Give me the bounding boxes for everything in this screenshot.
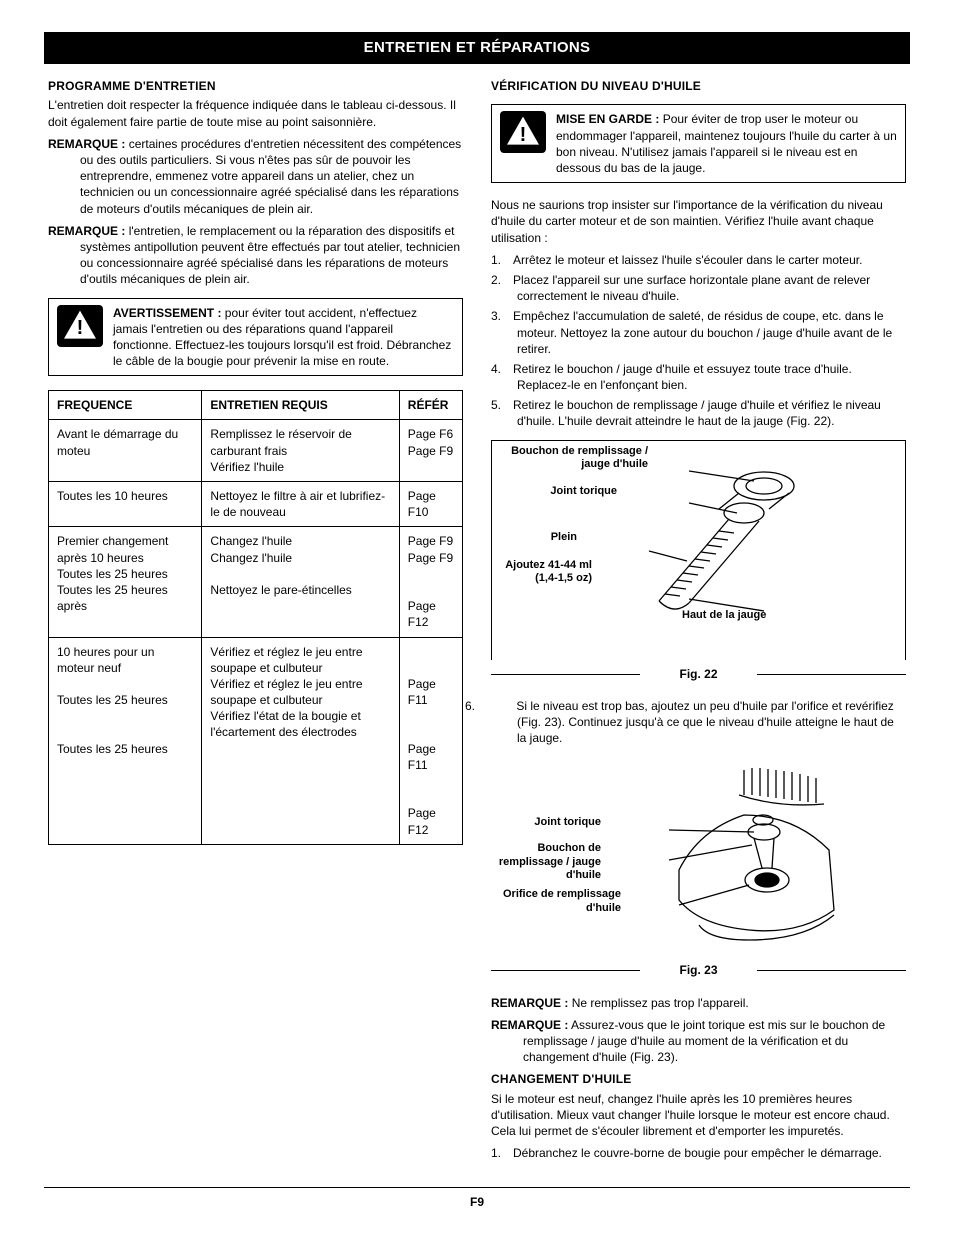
list-item: 5.Retirez le bouchon de remplissage / ja… (491, 397, 906, 429)
warning-box: AVERTISSEMENT : pour éviter tout acciden… (48, 298, 463, 377)
figure-22: Bouchon de remplissage / jauge d'huile J… (491, 440, 906, 682)
table-row: Premier changement après 10 heures Toute… (49, 527, 463, 637)
table-row: 10 heures pour un moteur neuf Toutes les… (49, 637, 463, 844)
cell-required: Nettoyez le filtre à air et lubrifiez-le… (202, 482, 399, 527)
heading-oil-check: VÉRIFICATION DU NIVEAU D'HUILE (491, 78, 906, 94)
caution-box: MISE EN GARDE : Pour éviter de trop user… (491, 104, 906, 183)
step-6: 6. Si le niveau est trop bas, ajoutez un… (491, 698, 906, 747)
list-item: 1.Débranchez le couvre-borne de bougie p… (491, 1145, 906, 1161)
heading-oil-change: CHANGEMENT D'HUILE (491, 1071, 906, 1087)
oil-change-steps: 1.Débranchez le couvre-borne de bougie p… (491, 1145, 906, 1161)
list-item-text: Empêchez l'accumulation de saleté, de ré… (513, 309, 892, 355)
figure-22-frame: Bouchon de remplissage / jauge d'huile J… (491, 440, 906, 660)
caution-text-wrap: MISE EN GARDE : Pour éviter de trop user… (556, 111, 897, 176)
remark-2: REMARQUE : l'entretien, le remplacement … (48, 223, 463, 288)
warning-label: AVERTISSEMENT : (113, 306, 221, 320)
cell-required: Vérifiez et réglez le jeu entre soupape … (202, 637, 399, 844)
list-item: 2.Placez l'appareil sur une surface hori… (491, 272, 906, 304)
fig23-label-hole: Orifice de remplissage d'huile (491, 888, 621, 914)
list-item-number: 4. (491, 361, 513, 377)
table-header-row: FREQUENCE ENTRETIEN REQUIS RÉFÉR (49, 391, 463, 420)
two-column-layout: PROGRAMME D'ENTRETIEN L'entretien doit r… (48, 78, 906, 1165)
remark-2-text: l'entretien, le remplacement ou la répar… (80, 224, 460, 287)
th-ref: RÉFÉR (399, 391, 462, 420)
cell-required: Changez l'huile Changez l'huile Nettoyez… (202, 527, 399, 637)
list-item: 1.Arrêtez le moteur et laissez l'huile s… (491, 252, 906, 268)
list-item-number: 3. (491, 308, 513, 324)
cell-frequency: Avant le démarrage du moteu (49, 420, 202, 482)
heading-maintenance-program: PROGRAMME D'ENTRETIEN (48, 78, 463, 94)
list-item: 3.Empêchez l'accumulation de saleté, de … (491, 308, 906, 357)
cell-required: Remplissez le réservoir de carburant fra… (202, 420, 399, 482)
list-item-text: Débranchez le couvre-borne de bougie pou… (513, 1146, 882, 1160)
figure-23-frame: Joint torique Bouchon de remplissage / j… (491, 756, 906, 956)
remark-4: REMARQUE : Assurez-vous que le joint tor… (491, 1017, 906, 1066)
table-body: Avant le démarrage du moteuRemplissez le… (49, 420, 463, 844)
list-item-number: 2. (491, 272, 513, 288)
table-row: Avant le démarrage du moteuRemplissez le… (49, 420, 463, 482)
intro-paragraph: L'entretien doit respecter la fréquence … (48, 97, 463, 129)
list-item-number: 5. (491, 397, 513, 413)
left-column: PROGRAMME D'ENTRETIEN L'entretien doit r… (48, 78, 463, 1165)
figure-23: Joint torique Bouchon de remplissage / j… (491, 756, 906, 978)
footer-rule (44, 1187, 910, 1188)
caution-icon (500, 111, 546, 153)
fig22-label-oring: Joint torique (522, 485, 617, 498)
remark-4-label: REMARQUE : (491, 1018, 568, 1032)
figure-22-caption: Fig. 22 (491, 666, 906, 682)
remark-2-label: REMARQUE : (48, 224, 125, 238)
table-row: Toutes les 10 heuresNettoyez le filtre à… (49, 482, 463, 527)
remark-1: REMARQUE : certaines procédures d'entret… (48, 136, 463, 217)
step-6-text: Si le niveau est trop bas, ajoutez un pe… (516, 699, 894, 745)
cell-ref: Page F9 Page F9 Page F12 (399, 527, 462, 637)
fig22-label-add: Ajoutez 41-44 ml (1,4-1,5 oz) (492, 559, 592, 585)
fig22-label-full: Plein (522, 531, 577, 544)
cell-frequency: 10 heures pour un moteur neuf Toutes les… (49, 637, 202, 844)
list-item-text: Arrêtez le moteur et laissez l'huile s'é… (513, 253, 862, 267)
remark-1-text: certaines procédures d'entretien nécessi… (80, 137, 461, 216)
list-item-text: Retirez le bouchon / jauge d'huile et es… (513, 362, 852, 392)
maintenance-table: FREQUENCE ENTRETIEN REQUIS RÉFÉR Avant l… (48, 390, 463, 845)
th-frequency: FREQUENCE (49, 391, 202, 420)
cell-ref: Page F11 Page F11 Page F12 (399, 637, 462, 844)
right-column: VÉRIFICATION DU NIVEAU D'HUILE MISE EN G… (491, 78, 906, 1165)
warning-icon (57, 305, 103, 347)
page-number: F9 (48, 1194, 906, 1210)
remark-3: REMARQUE : Ne remplissez pas trop l'appa… (491, 995, 906, 1011)
remark-4-text: Assurez-vous que le joint torique est mi… (523, 1018, 885, 1064)
fig23-label-oring: Joint torique (491, 816, 601, 829)
cell-ref: Page F10 (399, 482, 462, 527)
section-banner: ENTRETIEN ET RÉPARATIONS (44, 32, 910, 64)
fig22-label-fillcap: Bouchon de remplissage / jauge d'huile (498, 445, 648, 471)
list-item-number: 1. (491, 1145, 513, 1161)
fig22-label-top: Haut de la jauge (682, 609, 802, 622)
oil-check-intro: Nous ne saurions trop insister sur l'imp… (491, 197, 906, 246)
list-item-number: 1. (491, 252, 513, 268)
cell-ref: Page F6 Page F9 (399, 420, 462, 482)
oil-check-steps: 1.Arrêtez le moteur et laissez l'huile s… (491, 252, 906, 430)
caution-label: MISE EN GARDE : (556, 112, 659, 126)
list-item-text: Placez l'appareil sur une surface horizo… (513, 273, 870, 303)
step-6-number: 6. (491, 698, 513, 714)
remark-3-text: Ne remplissez pas trop l'appareil. (572, 996, 749, 1010)
remark-3-label: REMARQUE : (491, 996, 568, 1010)
oil-change-intro: Si le moteur est neuf, changez l'huile a… (491, 1091, 906, 1140)
list-item: 4.Retirez le bouchon / jauge d'huile et … (491, 361, 906, 393)
list-item-text: Retirez le bouchon de remplissage / jaug… (513, 398, 881, 428)
manual-page: ENTRETIEN ET RÉPARATIONS PROGRAMME D'ENT… (0, 0, 954, 1230)
figure-23-caption: Fig. 23 (491, 962, 906, 978)
remark-1-label: REMARQUE : (48, 137, 125, 151)
cell-frequency: Premier changement après 10 heures Toute… (49, 527, 202, 637)
warning-text-wrap: AVERTISSEMENT : pour éviter tout acciden… (113, 305, 454, 370)
th-required: ENTRETIEN REQUIS (202, 391, 399, 420)
fig23-label-fillcap: Bouchon de remplissage / jauge d'huile (491, 842, 601, 882)
cell-frequency: Toutes les 10 heures (49, 482, 202, 527)
